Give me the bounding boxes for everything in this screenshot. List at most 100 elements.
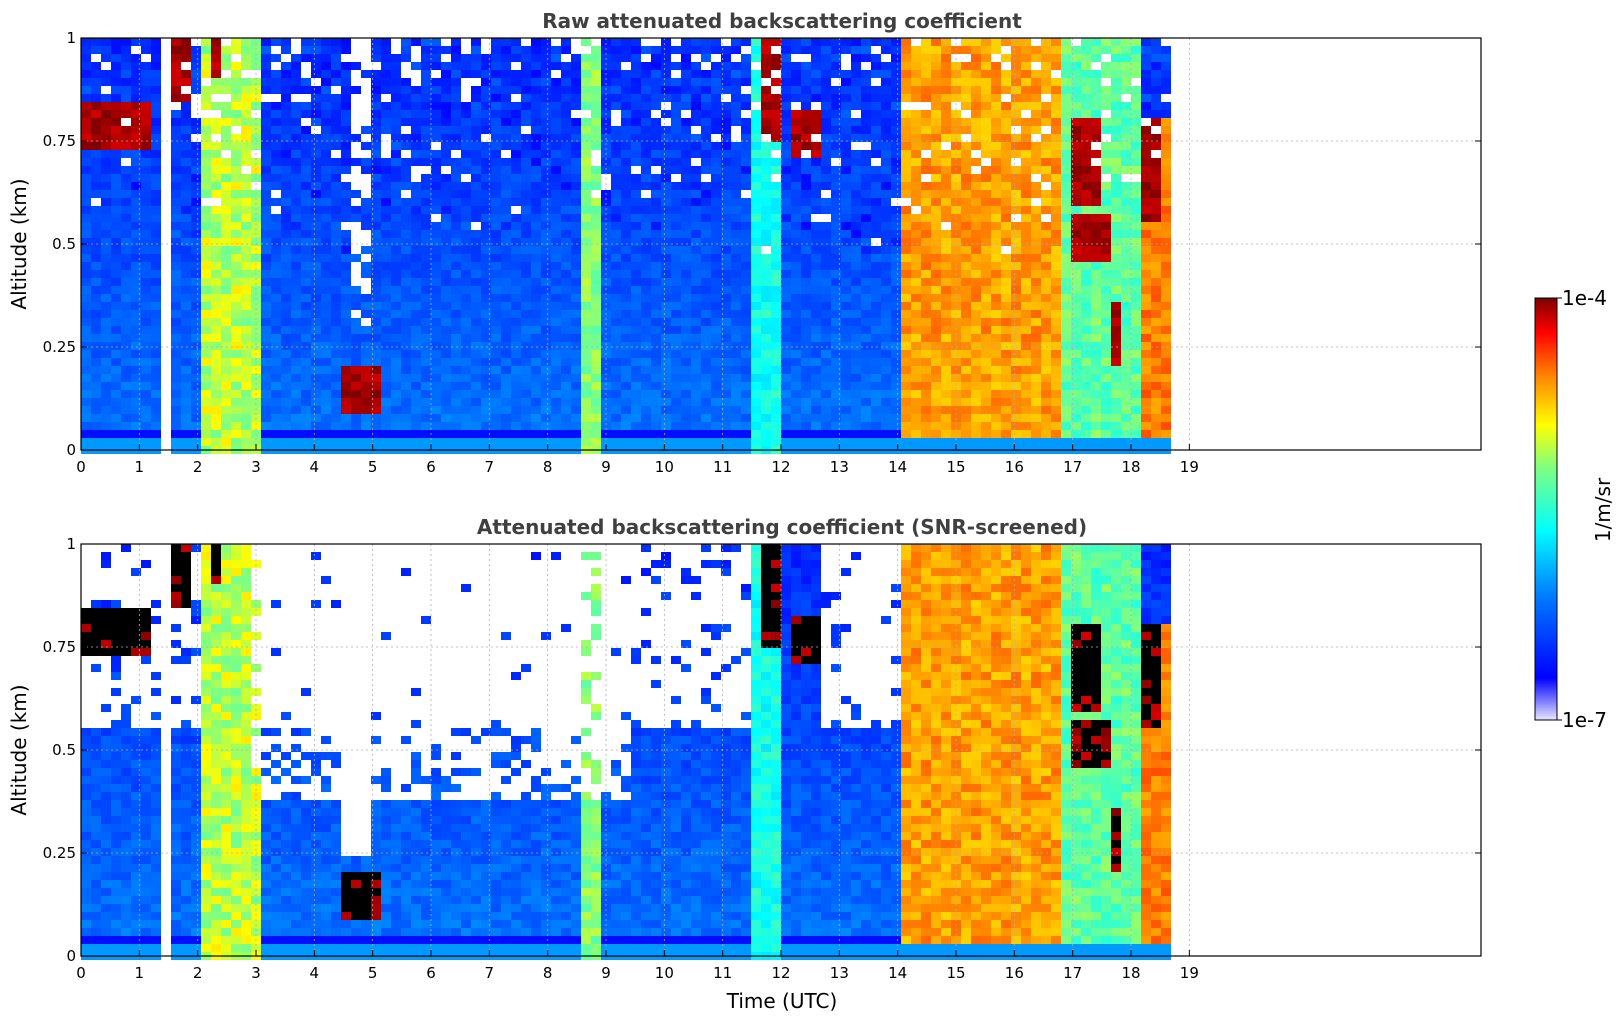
- heatmap-cell: [521, 390, 531, 398]
- heatmap-cell: [751, 342, 761, 350]
- heatmap-cell: [141, 198, 151, 206]
- heatmap-cell: [461, 382, 471, 390]
- heatmap-cell: [541, 214, 551, 222]
- heatmap-cell: [621, 366, 631, 374]
- heatmap-cell: [1061, 286, 1071, 294]
- heatmap-cell: [861, 214, 871, 222]
- heatmap-cell: [1041, 110, 1051, 118]
- heatmap-cell: [581, 222, 591, 230]
- heatmap-cell: [921, 222, 931, 230]
- heatmap-cell: [111, 238, 121, 246]
- heatmap-cell: [841, 414, 851, 422]
- heatmap-cell: [311, 310, 321, 318]
- heatmap-cell: [1071, 214, 1081, 222]
- heatmap-cell: [361, 390, 371, 398]
- heatmap-cell: [341, 46, 351, 54]
- heatmap-cell: [221, 278, 231, 286]
- heatmap-cell: [371, 366, 381, 374]
- heatmap-cell: [771, 214, 781, 222]
- heatmap-cell: [571, 318, 581, 326]
- heatmap-cell: [571, 222, 581, 230]
- heatmap-cell: [261, 198, 271, 206]
- heatmap-cell: [931, 430, 941, 438]
- heatmap-cell: [761, 166, 771, 174]
- heatmap-cell: [211, 422, 221, 430]
- heatmap-cell: [1091, 366, 1101, 374]
- heatmap-cell: [141, 294, 151, 302]
- heatmap-cell: [961, 294, 971, 302]
- heatmap-cell: [311, 70, 321, 78]
- heatmap-cell: [741, 230, 751, 238]
- heatmap-cell: [1041, 230, 1051, 238]
- heatmap-cell: [831, 198, 841, 206]
- heatmap-cell: [731, 46, 741, 54]
- heatmap-cell: [221, 198, 231, 206]
- heatmap-cell: [291, 430, 301, 438]
- heatmap-cell: [841, 182, 851, 190]
- heatmap-cell: [171, 86, 181, 94]
- heatmap-cell: [611, 422, 621, 430]
- heatmap-cell: [181, 398, 191, 406]
- heatmap-cell: [381, 174, 391, 182]
- heatmap-cell: [901, 262, 911, 270]
- heatmap-cell: [501, 382, 511, 390]
- heatmap-cell: [491, 142, 501, 150]
- heatmap-cell: [1011, 342, 1021, 350]
- heatmap-cell: [1011, 222, 1021, 230]
- heatmap-cell: [201, 86, 211, 94]
- heatmap-cell: [1051, 198, 1061, 206]
- heatmap-cell: [1031, 382, 1041, 390]
- heatmap-cell: [441, 326, 451, 334]
- heatmap-cell: [851, 166, 861, 174]
- heatmap-cell: [281, 406, 291, 414]
- heatmap-cell: [251, 302, 261, 310]
- heatmap-cell: [111, 286, 121, 294]
- heatmap-cell: [381, 214, 391, 222]
- heatmap-cell: [931, 150, 941, 158]
- heatmap-cell: [681, 102, 691, 110]
- heatmap-cell: [651, 158, 661, 166]
- heatmap-cell: [541, 38, 551, 46]
- heatmap-cell: [321, 118, 331, 126]
- heatmap-cell: [881, 174, 891, 182]
- heatmap-cell: [831, 414, 841, 422]
- heatmap-cell: [231, 174, 241, 182]
- heatmap-cell: [91, 158, 101, 166]
- heatmap-cell: [591, 70, 601, 78]
- heatmap-cell: [631, 46, 641, 54]
- heatmap-cell: [101, 366, 111, 374]
- heatmap-cell: [1001, 270, 1011, 278]
- heatmap-cell: [1051, 422, 1061, 430]
- heatmap-cell: [681, 438, 691, 446]
- heatmap-cell: [481, 270, 491, 278]
- heatmap-cell: [151, 438, 161, 446]
- heatmap-cell: [331, 406, 341, 414]
- heatmap-cell: [141, 190, 151, 198]
- heatmap-cell: [341, 70, 351, 78]
- heatmap-cell: [151, 406, 161, 414]
- heatmap-cell: [451, 286, 461, 294]
- heatmap-cell: [431, 302, 441, 310]
- heatmap-cell: [711, 374, 721, 382]
- heatmap-cell: [561, 46, 571, 54]
- heatmap-cell: [541, 206, 551, 214]
- heatmap-cell: [961, 190, 971, 198]
- heatmap-cell: [1071, 278, 1081, 286]
- heatmap-cell: [1001, 254, 1011, 262]
- heatmap-cell: [541, 254, 551, 262]
- heatmap-cell: [541, 150, 551, 158]
- heatmap-cell: [1051, 214, 1061, 222]
- heatmap-cell: [911, 46, 921, 54]
- heatmap-cell: [781, 142, 791, 150]
- heatmap-cell: [111, 374, 121, 382]
- heatmap-cell: [451, 198, 461, 206]
- heatmap-cell: [221, 134, 231, 142]
- heatmap-cell: [481, 230, 491, 238]
- heatmap-cell: [321, 214, 331, 222]
- heatmap-cell: [121, 142, 131, 150]
- heatmap-cell: [831, 246, 841, 254]
- heatmap-cell: [1021, 54, 1031, 62]
- heatmap-cell: [581, 366, 591, 374]
- heatmap-cell: [761, 38, 771, 46]
- heatmap-cell: [331, 78, 341, 86]
